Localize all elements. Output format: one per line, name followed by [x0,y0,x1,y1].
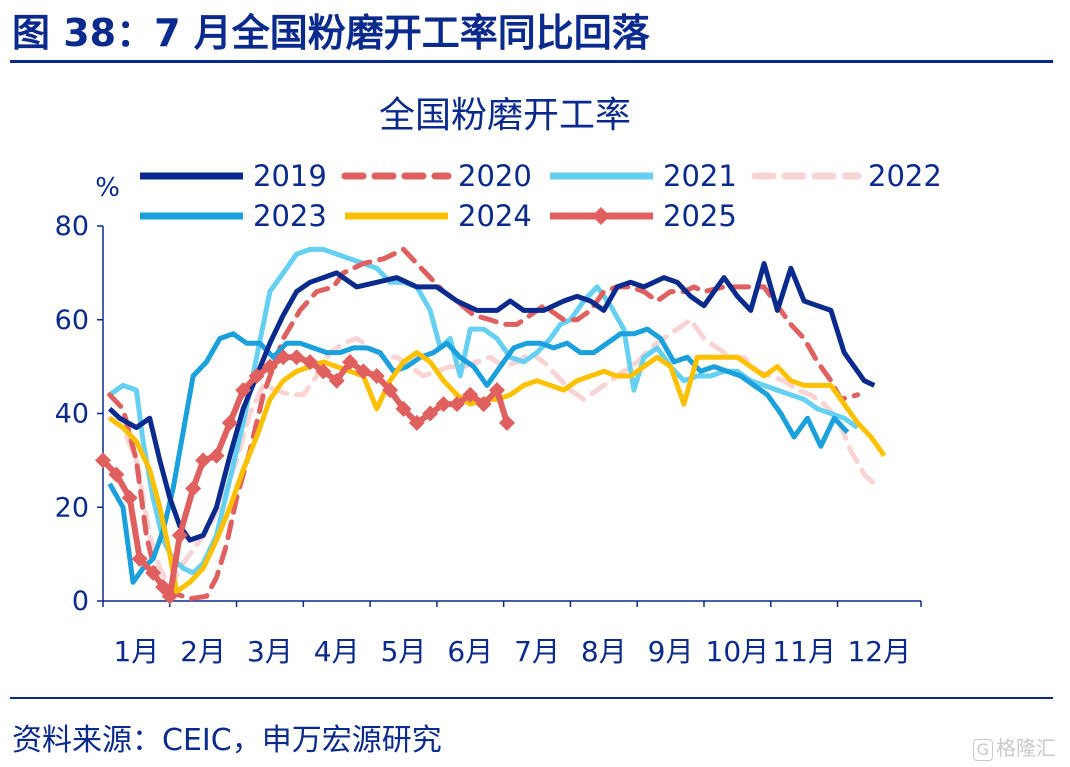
legend-label-2023: 2023 [253,199,327,233]
y-axis: 0 20 40 60 80 [55,211,104,617]
y-tick-label: 40 [55,399,89,430]
series-point-2025 [355,363,372,380]
x-tick-label: 1月 [113,635,159,668]
y-tick-label: 20 [55,492,89,523]
series-point-2025 [145,564,162,581]
series-point-2025 [302,353,319,370]
series-point-2025 [195,452,212,469]
legend: 2019 2020 2021 2022 2023 2024 2025 [140,159,942,233]
legend-label-2022: 2022 [868,159,942,193]
series-point-2025 [275,349,292,366]
footer-rule [10,697,1053,699]
series-point-2025 [435,396,452,413]
series-point-2025 [448,396,465,413]
series-point-2025 [108,466,125,483]
series-point-2025 [462,386,479,403]
x-tick-label: 3月 [247,635,293,668]
legend-label-2020: 2020 [458,159,532,193]
legend-item-2022: 2022 [751,159,942,193]
line-chart: 全国粉磨开工率 % 2019 2020 2021 2022 2023 2024 2025 0… [55,95,942,668]
series-point-2025 [235,382,252,399]
legend-label-2025: 2025 [663,199,737,233]
title-rule [10,60,1053,63]
x-tick-label: 4月 [314,635,360,668]
series-point-2025 [161,588,178,605]
series-point-2025 [248,368,265,384]
x-tick-label: 6月 [447,635,493,668]
series-line-2019 [107,261,876,543]
series-point-2025 [315,363,332,380]
x-axis: 1月 2月 3月 4月 5月 6月 7月 8月 9月 10月 11月 12月 [102,600,922,668]
series-point-2025 [342,353,359,370]
legend-item-2025: 2025 [550,199,737,233]
x-tick-label: 2月 [180,635,226,668]
legend-label-2021: 2021 [663,159,737,193]
x-tick-label: 8月 [581,635,627,668]
watermark-logo-icon: G [972,739,993,761]
watermark: G 格隆汇 [972,732,1056,761]
legend-label-2019: 2019 [253,159,327,193]
series-point-2025 [475,396,492,413]
series-point-2025 [498,414,515,431]
series-point-2025 [95,452,111,469]
series-point-2025 [395,400,412,417]
legend-item-2020: 2020 [341,159,532,193]
x-tick-label: 12月 [847,635,911,668]
series-point-2025 [328,372,345,389]
series-point-2025 [382,382,399,399]
series-2025 [95,349,515,605]
source-note: 资料来源：CEIC，申万宏源研究 [12,723,442,758]
legend-label-2024: 2024 [458,199,532,233]
legend-item-2019: 2019 [140,159,327,193]
y-tick-label: 60 [55,305,89,336]
y-tick-label: 80 [55,211,89,242]
series-point-2025 [171,527,188,544]
series-point-2025 [488,382,505,399]
x-tick-label: 9月 [648,635,694,668]
series-point-2025 [155,578,172,595]
series-point-2025 [208,447,225,464]
y-axis-unit-label: % [95,173,120,203]
series-point-2025 [422,405,439,422]
series-point-2025 [288,349,305,366]
x-tick-label: 11月 [772,635,836,668]
figure-title: 图 38：7 月全国粉磨开工率同比回落 [12,11,650,55]
series-point-2025 [221,414,238,431]
series-2023 [107,326,850,585]
series-point-2025 [185,480,202,497]
legend-item-2024: 2024 [345,199,532,233]
series-point-2025 [261,358,278,375]
legend-item-2021: 2021 [550,159,737,193]
series-line-2023 [107,326,850,585]
plot-series [95,246,887,605]
series-point-2025 [368,368,385,384]
x-tick-label: 7月 [514,635,560,668]
series-point-2025 [408,414,425,431]
legend-item-2023: 2023 [140,199,327,233]
x-tick-label: 10月 [706,635,770,668]
series-2019 [107,261,876,543]
legend-marker-2025 [592,207,610,225]
series-point-2025 [121,489,138,506]
series-point-2025 [131,550,148,567]
watermark-text: 格隆汇 [996,736,1056,760]
chart-title: 全国粉磨开工率 [379,95,631,136]
y-tick-label: 0 [72,586,89,617]
x-tick-label: 5月 [381,635,427,668]
